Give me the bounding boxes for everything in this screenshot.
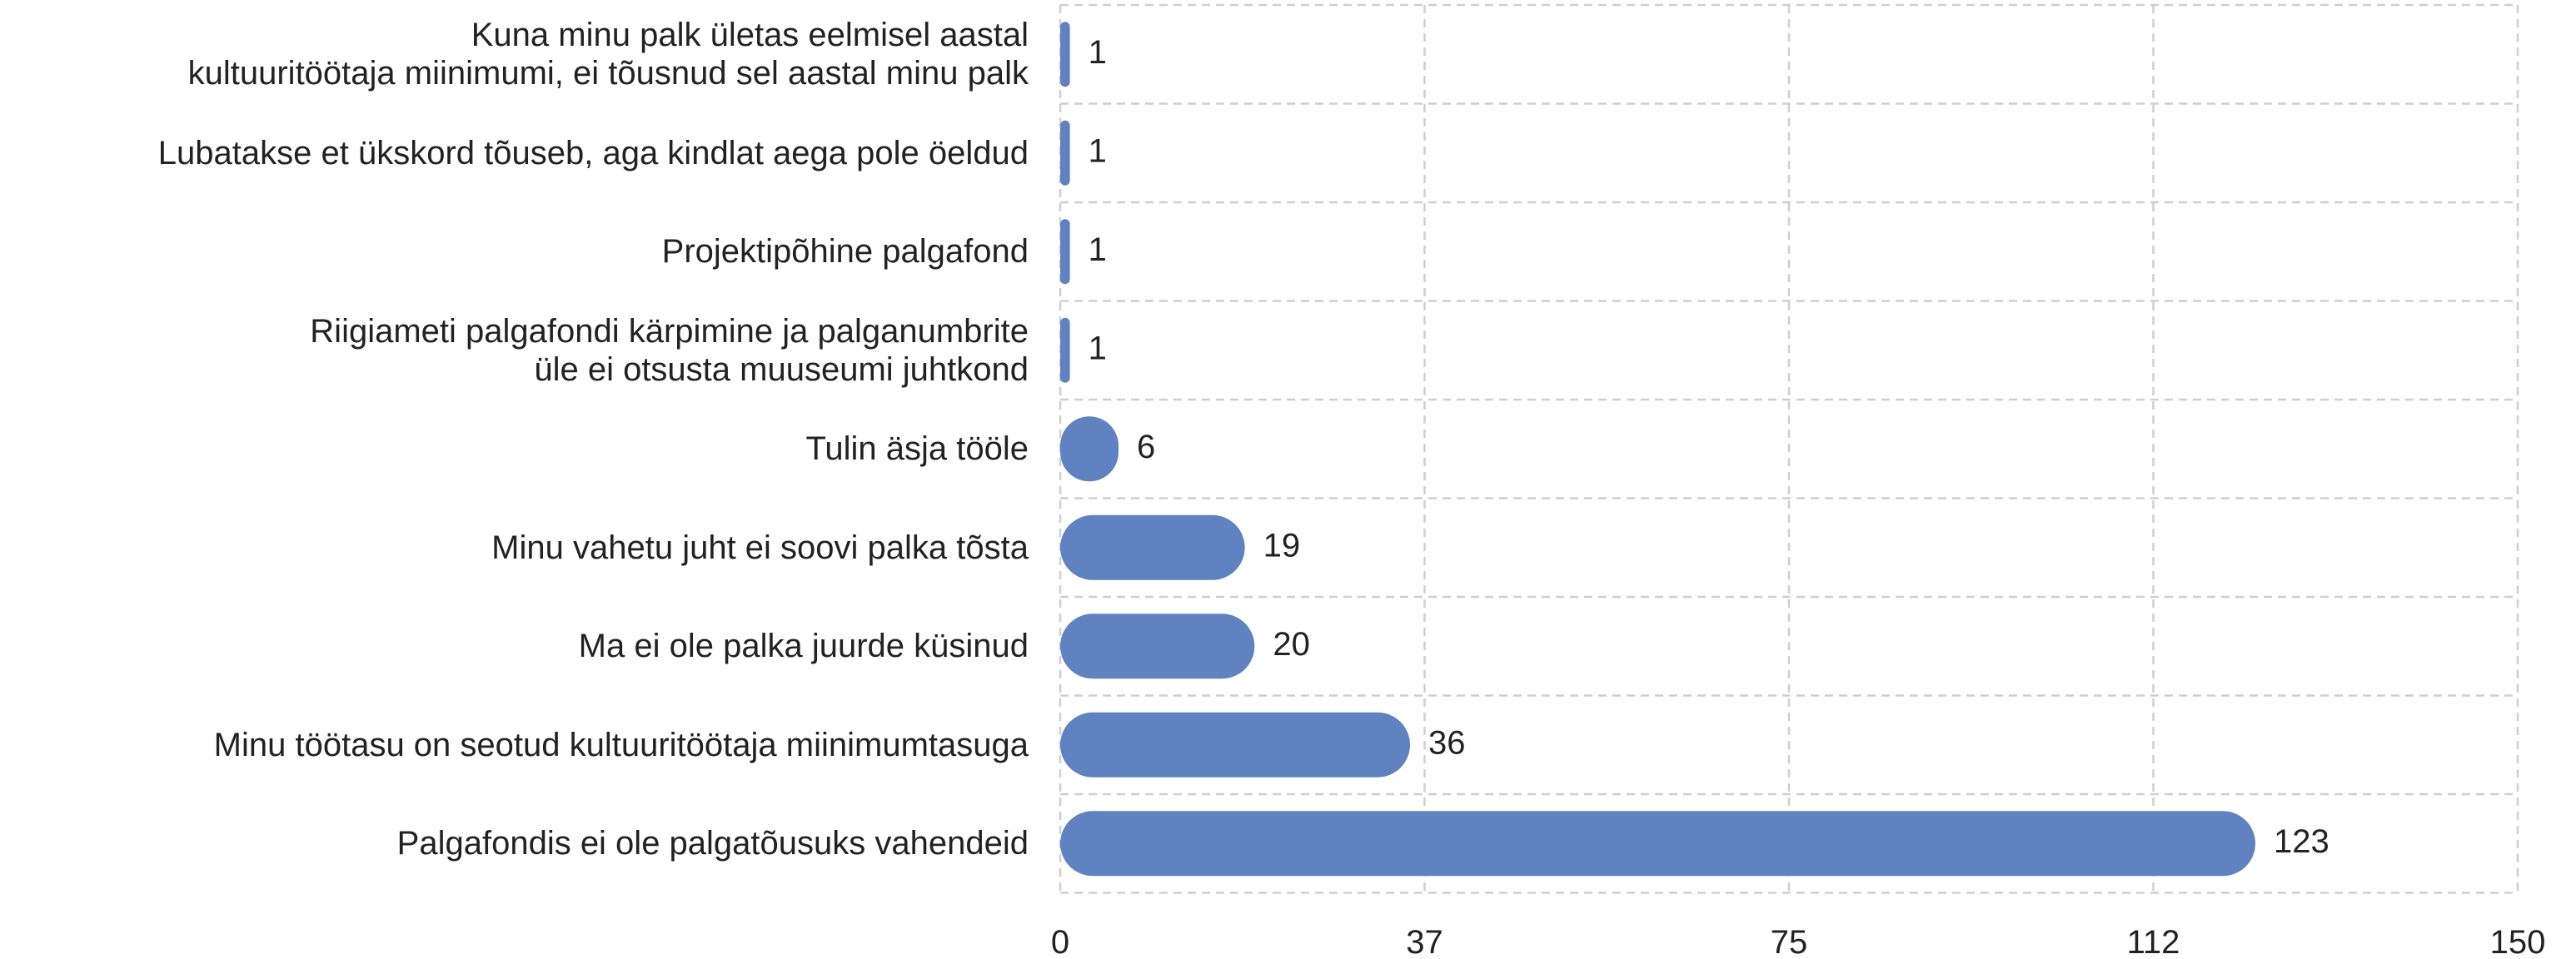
value-label: 1 [1089, 132, 1107, 169]
x-tick-label: 75 [1771, 924, 1808, 959]
value-label: 1 [1089, 330, 1107, 366]
category-label: Ma ei ole palka juurde küsinud [578, 628, 1029, 665]
category-label: Minu vahetu juht ei soovi palka tõsta [491, 529, 1029, 566]
bar [1060, 317, 1070, 383]
bar [1060, 614, 1255, 679]
category-label: Kuna minu palk ületas eelmisel aastal ku… [187, 17, 1029, 92]
x-tick-label: 150 [2490, 924, 2546, 959]
bar [1060, 120, 1070, 186]
bar [1060, 22, 1070, 87]
category-label: Minu töötasu on seotud kultuuritöötaja m… [213, 726, 1029, 763]
value-label: 1 [1089, 231, 1107, 268]
value-label: 1 [1089, 34, 1107, 71]
category-label: Lubatakse et ükskord tõuseb, aga kindlat… [157, 134, 1029, 171]
category-label: Palgafondis ei ole palgatõusuks vahendei… [396, 825, 1029, 862]
x-tick-label: 0 [1051, 924, 1069, 959]
x-tick-label: 37 [1406, 924, 1443, 959]
value-label: 6 [1137, 429, 1155, 465]
value-label: 123 [2274, 823, 2329, 860]
bar [1060, 811, 2255, 877]
value-label: 36 [1428, 724, 1466, 761]
bar [1060, 712, 1410, 778]
value-label: 20 [1273, 626, 1310, 663]
value-label: 19 [1263, 527, 1301, 564]
category-label: Riigiameti palgafondi kärpimine ja palga… [310, 312, 1029, 388]
bar [1060, 416, 1119, 482]
bar [1060, 219, 1070, 285]
bar [1060, 514, 1245, 580]
category-label: Projektipõhine palgafond [661, 233, 1029, 271]
x-tick-label: 112 [2127, 924, 2180, 959]
category-label: Tulin äsja tööle [805, 430, 1029, 468]
